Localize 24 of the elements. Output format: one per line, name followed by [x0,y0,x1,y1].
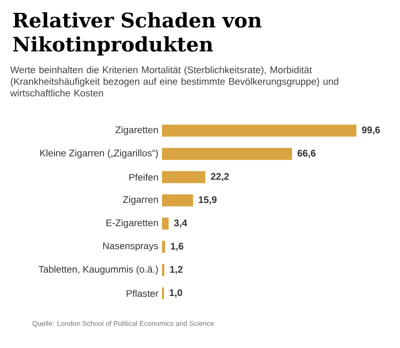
y-tick-label: Tabletten, Kaugummis (o.ä.) [38,266,158,275]
data-label: 15,9 [198,196,217,204]
bar [162,124,356,137]
bar [162,171,206,184]
data-label: 1,2 [170,266,183,274]
bar [162,218,169,230]
chart-subtitle: Werte beinhalten die Kriterien Mortalität (Sterblichkeitsrate), Morbidität (Krankheitshäufigkeit bezogen auf eine bestimmte Bevölkerungsgruppe) und wirtschaftliche Kosten [10,66,338,96]
y-tick-label: Zigarren [123,196,158,205]
bar [162,240,166,253]
data-label: 1,6 [170,242,184,251]
bar [162,194,194,206]
chart-title: Relativer Schaden von Nikotinprodukten [13,12,262,56]
data-label: 66,6 [298,150,316,158]
y-tick-label: Zigaretten [116,126,158,136]
bar [162,148,292,160]
y-tick-label: Pfeifen [129,174,158,181]
y-tick-label: Nasensprays [103,242,158,252]
y-tick-label: Kleine Zigarren („Zigarillos“) [40,149,158,158]
y-tick-label: E-Zigaretten [106,219,158,228]
data-label: 1,0 [170,289,182,298]
data-label: 99,6 [362,126,380,135]
y-tick-label: Pflaster [126,290,158,297]
data-label: 3,4 [174,220,188,228]
data-label: 22,2 [210,173,229,182]
